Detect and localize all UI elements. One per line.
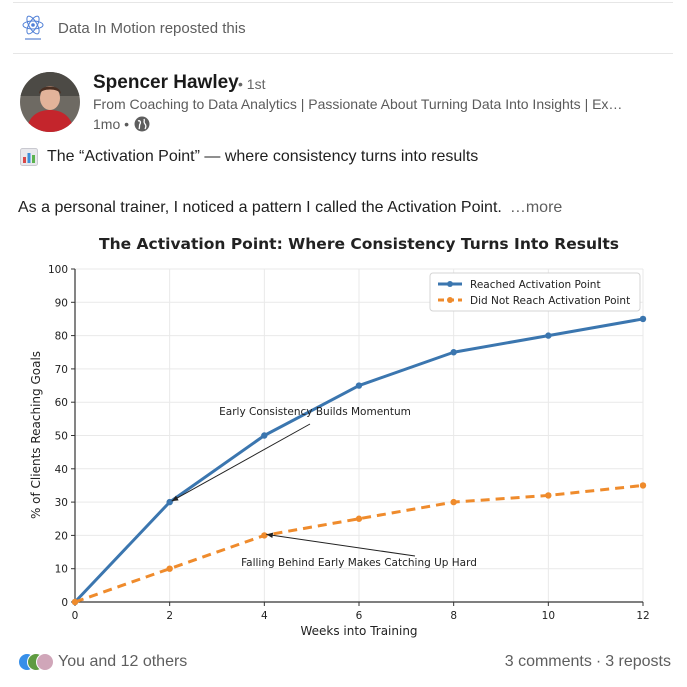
author-name[interactable]: Spencer Hawley bbox=[93, 72, 239, 93]
x-tick-label: 4 bbox=[261, 610, 268, 622]
connection-degree: • 1st bbox=[238, 76, 266, 92]
see-more-link[interactable]: …more bbox=[509, 199, 563, 216]
legend-label: Reached Activation Point bbox=[470, 279, 601, 291]
globe-icon bbox=[134, 116, 150, 132]
post-chart-image[interactable]: The Activation Point: Where Consistency … bbox=[10, 224, 670, 644]
chart-annotations: Early Consistency Builds Momentum Falling… bbox=[171, 406, 477, 569]
post-meta: 1mo • bbox=[93, 116, 150, 132]
annotation-label: Early Consistency Builds Momentum bbox=[219, 406, 411, 418]
y-tick-label: 60 bbox=[55, 397, 68, 409]
data-point bbox=[166, 498, 173, 506]
y-tick-label: 70 bbox=[55, 364, 68, 376]
y-axis-ticks: 0 10 20 30 40 50 60 70 80 90 100 bbox=[48, 264, 75, 609]
legend-label: Did Not Reach Activation Point bbox=[470, 295, 630, 307]
reactions-summary[interactable]: You and 12 others bbox=[18, 653, 187, 671]
data-point bbox=[261, 432, 268, 439]
repost-divider bbox=[13, 53, 673, 54]
data-point bbox=[355, 382, 363, 389]
post-text-line2: As a personal trainer, I noticed a patte… bbox=[18, 199, 562, 217]
data-point bbox=[71, 598, 79, 606]
y-tick-label: 90 bbox=[55, 297, 68, 309]
x-tick-label: 12 bbox=[636, 610, 649, 622]
author-headline: From Coaching to Data Analytics | Passio… bbox=[93, 96, 623, 112]
avatar[interactable] bbox=[20, 72, 80, 132]
y-tick-label: 10 bbox=[55, 564, 68, 576]
annotation-arrowhead bbox=[266, 532, 274, 538]
comments-count[interactable]: 3 comments bbox=[504, 653, 592, 670]
chart-legend: Reached Activation Point Did Not Reach Ac… bbox=[429, 272, 641, 312]
profile-photo-icon bbox=[36, 653, 54, 671]
y-tick-label: 80 bbox=[55, 331, 68, 343]
data-point bbox=[639, 482, 647, 489]
post-body-text: As a personal trainer, I noticed a patte… bbox=[18, 199, 502, 216]
engagement-counts: 3 comments · 3 reposts bbox=[505, 653, 671, 671]
legend-box bbox=[429, 272, 641, 312]
y-tick-label: 0 bbox=[61, 597, 68, 609]
post-headline-text: The “Activation Point” — where consisten… bbox=[47, 148, 479, 165]
reaction-icons bbox=[18, 653, 54, 671]
data-point bbox=[261, 532, 268, 539]
data-point bbox=[545, 332, 552, 339]
chart-title: The Activation Point: Where Consistency … bbox=[99, 235, 619, 253]
data-point bbox=[450, 349, 457, 356]
x-tick-label: 10 bbox=[542, 610, 555, 622]
x-axis-label: Weeks into Training bbox=[300, 624, 417, 638]
y-tick-label: 20 bbox=[55, 530, 68, 542]
y-tick-label: 50 bbox=[55, 431, 68, 443]
data-point bbox=[450, 498, 457, 506]
count-separator: · bbox=[595, 653, 602, 670]
data-point bbox=[166, 565, 173, 572]
post-text-line1: The “Activation Point” — where consisten… bbox=[20, 148, 478, 166]
annotation-arrowhead bbox=[171, 495, 179, 502]
y-axis-label: % of Clients Reaching Goals bbox=[29, 351, 43, 519]
y-tick-label: 100 bbox=[48, 264, 68, 276]
data-point bbox=[355, 515, 363, 522]
x-tick-label: 2 bbox=[166, 610, 173, 622]
bar-chart-emoji-icon bbox=[20, 148, 38, 166]
post-time: 1mo • bbox=[93, 116, 130, 132]
x-tick-label: 6 bbox=[356, 610, 363, 622]
y-tick-label: 30 bbox=[55, 497, 68, 509]
reposts-count[interactable]: 3 reposts bbox=[605, 653, 671, 670]
annotation-label: Falling Behind Early Makes Catching Up H… bbox=[241, 557, 477, 569]
legend-marker bbox=[447, 281, 453, 287]
repost-header: Data In Motion reposted this bbox=[0, 8, 687, 48]
data-point bbox=[545, 492, 552, 499]
top-divider bbox=[13, 2, 673, 3]
atom-logo-icon[interactable] bbox=[20, 12, 46, 44]
reactions-count[interactable]: You and 12 others bbox=[58, 653, 188, 670]
annotation-arrow bbox=[171, 423, 311, 502]
legend-marker bbox=[447, 297, 453, 303]
chart-series bbox=[71, 315, 647, 606]
annotation-arrow bbox=[266, 533, 416, 557]
data-point bbox=[639, 315, 647, 323]
x-tick-label: 0 bbox=[72, 610, 79, 622]
repost-label[interactable]: Data In Motion reposted this bbox=[58, 20, 246, 37]
x-tick-label: 8 bbox=[450, 610, 457, 622]
y-tick-label: 40 bbox=[55, 464, 68, 476]
